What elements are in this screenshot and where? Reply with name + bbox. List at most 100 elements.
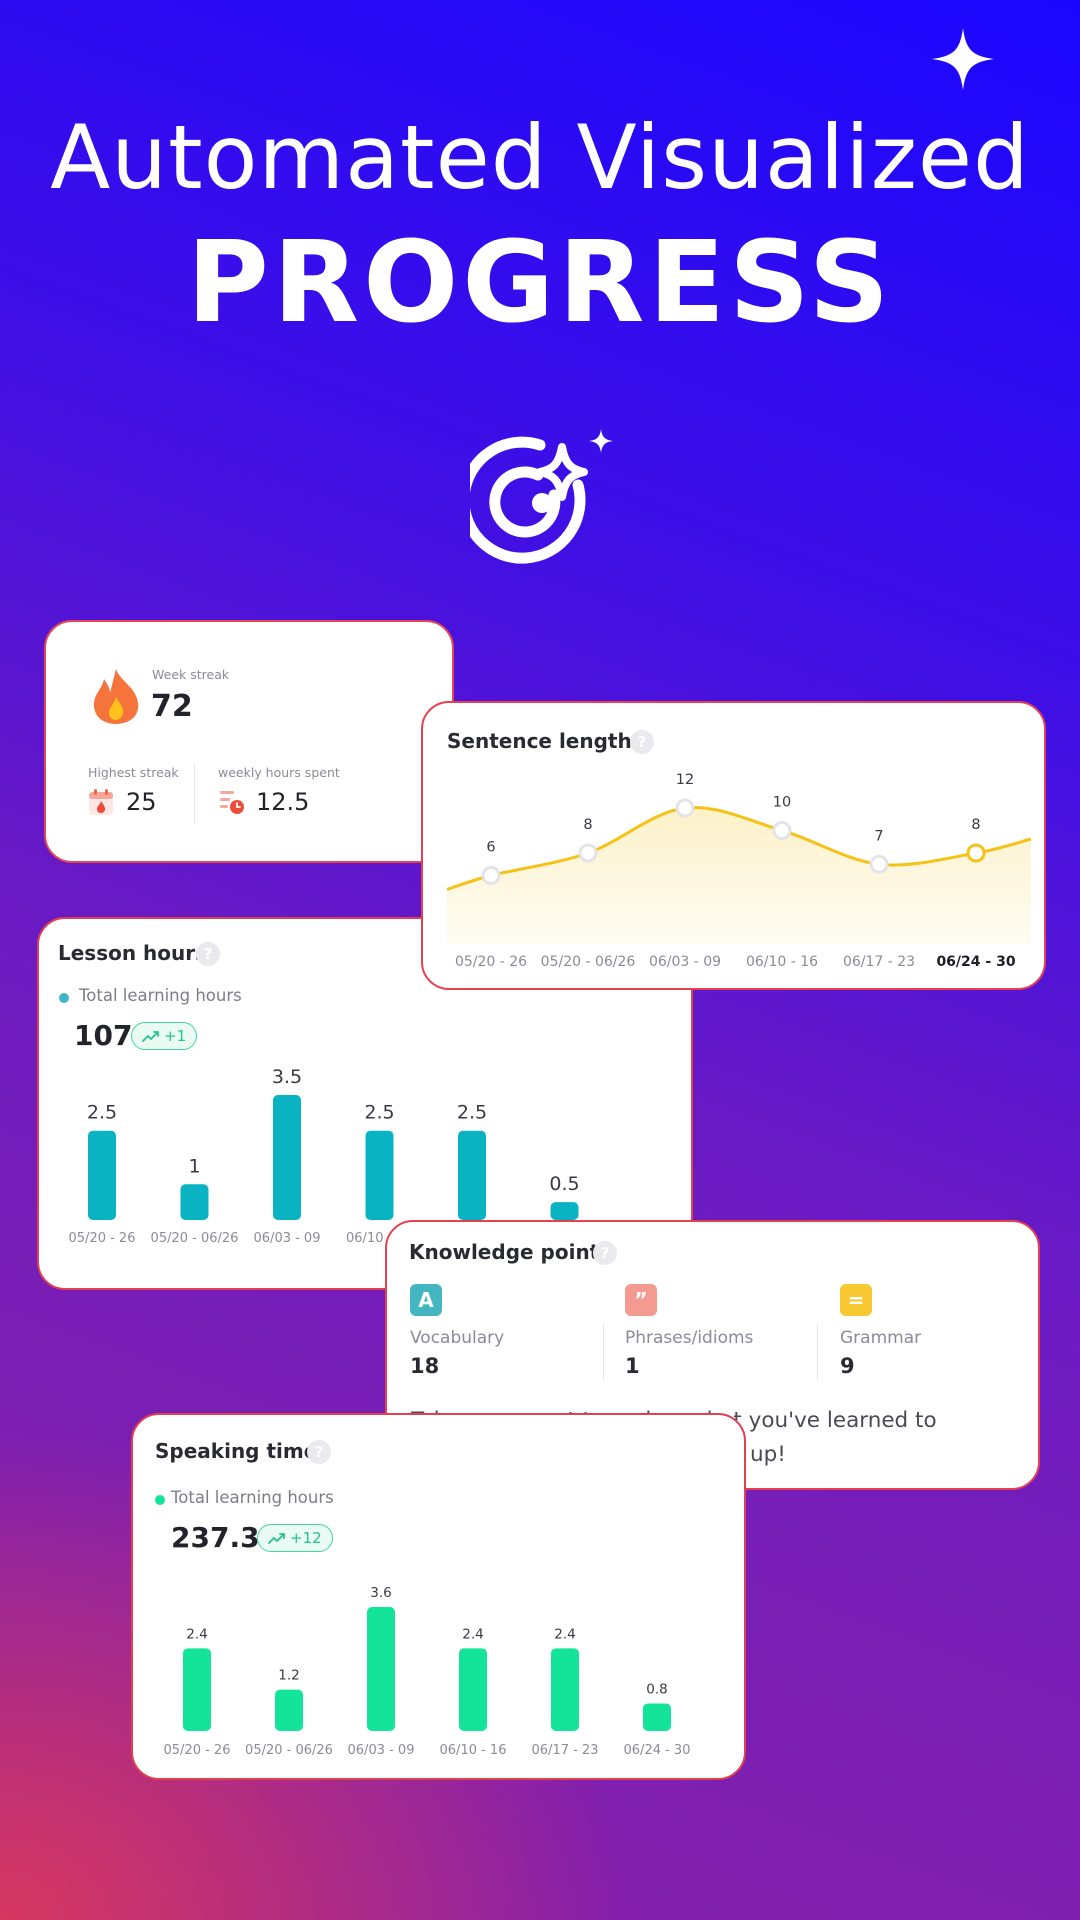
total-hours-value: 237.3 bbox=[171, 1521, 260, 1554]
grammar-value: 9 bbox=[840, 1354, 855, 1378]
line-area bbox=[447, 807, 1031, 943]
legend-dot bbox=[59, 993, 69, 1003]
bar bbox=[643, 1703, 671, 1731]
speaking-time-chart: 2.4 05/20 - 26 1.2 05/20 - 06/26 3.6 06/03 - … bbox=[164, 1585, 691, 1758]
grammar-icon: = bbox=[840, 1284, 872, 1316]
bar-value-label: 2.5 bbox=[87, 1102, 117, 1124]
bar bbox=[183, 1648, 211, 1731]
card-title: Knowledge points bbox=[409, 1240, 612, 1264]
bar bbox=[88, 1130, 116, 1220]
sentence-length-card: Sentence length ? 6 05/20 - 26 8 05/20 - 06… bbox=[421, 701, 1046, 990]
calendar-icon bbox=[89, 789, 113, 815]
week-streak-label: Week streak bbox=[152, 667, 230, 682]
trend-delta: +12 bbox=[290, 1529, 322, 1547]
weekly-hours-value: 12.5 bbox=[256, 788, 310, 816]
legend-label: Total learning hours bbox=[171, 1488, 334, 1507]
bar bbox=[459, 1648, 487, 1731]
legend-label: Total learning hours bbox=[79, 986, 242, 1005]
weekly-hours-label: weekly hours spent bbox=[218, 765, 340, 780]
x-tick-label: 05/20 - 06/26 bbox=[245, 1743, 333, 1758]
x-tick-label: 05/20 - 26 bbox=[455, 954, 527, 970]
point-value-label: 12 bbox=[676, 772, 694, 788]
bar-value-label: 3.6 bbox=[370, 1585, 391, 1601]
data-point bbox=[675, 798, 695, 818]
bar bbox=[273, 1095, 301, 1220]
grammar-label: Grammar bbox=[840, 1328, 922, 1348]
legend-dot bbox=[155, 1495, 165, 1505]
bar bbox=[458, 1130, 486, 1220]
clock-list-icon bbox=[220, 791, 244, 814]
point-value-label: 6 bbox=[486, 840, 495, 856]
line-series bbox=[446, 805, 1032, 891]
trend-delta: +1 bbox=[164, 1027, 187, 1045]
sparkle-icon bbox=[932, 28, 994, 90]
x-tick-label: 06/24 - 30 bbox=[624, 1743, 691, 1758]
bar-value-label: 1.2 bbox=[278, 1668, 299, 1684]
vocabulary-icon: A bbox=[410, 1284, 442, 1316]
data-point bbox=[772, 821, 792, 840]
data-point bbox=[966, 843, 986, 863]
bar-value-label: 2.5 bbox=[457, 1102, 487, 1124]
point-value-label: 8 bbox=[583, 817, 592, 833]
bar-value-label: 2.5 bbox=[364, 1102, 394, 1124]
help-icon[interactable]: ? bbox=[630, 730, 654, 754]
bar bbox=[550, 1202, 579, 1220]
point-value-label: 10 bbox=[773, 795, 791, 811]
phrases-icon: ” bbox=[625, 1284, 657, 1316]
target-sparkle-icon bbox=[470, 429, 613, 564]
week-streak-value: 72 bbox=[151, 689, 193, 724]
help-icon[interactable]: ? bbox=[196, 942, 220, 966]
x-tick-label: 06/10 - 16 bbox=[440, 1743, 507, 1758]
headline-line2: PROGRESS bbox=[186, 218, 894, 348]
x-tick-label: 05/20 - 26 bbox=[164, 1743, 231, 1758]
point-value-label: 8 bbox=[971, 817, 980, 833]
bar bbox=[551, 1648, 579, 1731]
x-tick-label: 06/03 - 09 bbox=[348, 1743, 415, 1758]
bar-value-label: 2.4 bbox=[554, 1626, 575, 1642]
headline-line1: Automated Visualized bbox=[50, 106, 1030, 209]
bar bbox=[275, 1689, 303, 1731]
x-tick-label: 05/20 - 26 bbox=[69, 1231, 136, 1246]
x-tick-label: 06/03 - 09 bbox=[649, 954, 721, 970]
point-value-label: 7 bbox=[874, 828, 883, 844]
help-icon[interactable]: ? bbox=[593, 1241, 617, 1265]
x-tick-label: 05/20 - 06/26 bbox=[541, 954, 636, 970]
bar-value-label: 3.5 bbox=[272, 1066, 302, 1088]
highest-streak-label: Highest streak bbox=[88, 765, 179, 780]
divider bbox=[194, 764, 195, 824]
x-tick-label: 06/24 - 30 bbox=[936, 954, 1015, 970]
data-point bbox=[481, 866, 501, 885]
speaking-time-card: Speaking time ? Total learning hours 237… bbox=[131, 1413, 746, 1780]
card-title: Speaking time bbox=[155, 1439, 318, 1463]
vocabulary-label: Vocabulary bbox=[410, 1328, 505, 1348]
bar-value-label: 1 bbox=[188, 1155, 200, 1177]
x-tick-label: 06/17 - 23 bbox=[532, 1743, 599, 1758]
total-hours-value: 107 bbox=[74, 1019, 133, 1052]
bar bbox=[180, 1184, 209, 1220]
x-tick-label: 06/17 - 23 bbox=[843, 954, 915, 970]
divider bbox=[603, 1324, 604, 1380]
divider bbox=[817, 1324, 818, 1380]
bar-value-label: 2.4 bbox=[462, 1626, 483, 1642]
flame-icon bbox=[93, 669, 139, 724]
card-title: Sentence length bbox=[447, 729, 632, 753]
bar bbox=[365, 1130, 394, 1220]
highest-streak-value: 25 bbox=[126, 788, 157, 816]
phrases-value: 1 bbox=[625, 1354, 640, 1378]
bar-value-label: 0.5 bbox=[549, 1173, 579, 1195]
phrases-label: Phrases/idioms bbox=[625, 1328, 754, 1348]
vocabulary-value: 18 bbox=[410, 1354, 440, 1378]
sentence-length-chart: 6 05/20 - 26 8 05/20 - 06/26 12 06/03 - 09 10 0… bbox=[446, 772, 1032, 970]
data-point bbox=[869, 854, 889, 874]
card-title: Lesson hours bbox=[58, 941, 208, 965]
trend-up-icon bbox=[142, 1031, 159, 1042]
bar-value-label: 2.4 bbox=[186, 1626, 207, 1642]
help-icon[interactable]: ? bbox=[307, 1440, 331, 1464]
bar bbox=[367, 1607, 395, 1731]
trend-up-icon bbox=[268, 1533, 285, 1544]
data-point bbox=[578, 843, 598, 863]
x-tick-label: 06/10 - 16 bbox=[746, 954, 818, 970]
x-tick-label: 06/03 - 09 bbox=[254, 1231, 321, 1246]
streak-card: Week streak 72 Highest streak 25 weekly … bbox=[44, 620, 454, 863]
trend-badge: +1 bbox=[131, 1022, 198, 1050]
